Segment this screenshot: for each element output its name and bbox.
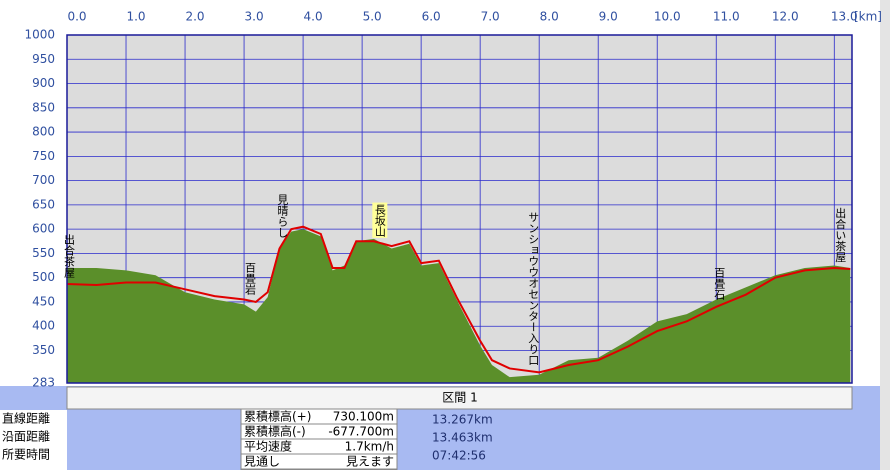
panel-label: 所要時間 bbox=[2, 448, 50, 462]
annotation: 百畳石 bbox=[713, 267, 726, 300]
table-key: 累積標高(+) bbox=[244, 409, 311, 424]
panel-label: 沿面距離 bbox=[2, 430, 50, 444]
scrollbar bbox=[880, 0, 890, 470]
y-tick-label: 850 bbox=[32, 100, 55, 114]
x-tick-label: 4.0 bbox=[304, 10, 323, 24]
x-tick-label: 1.0 bbox=[126, 10, 145, 24]
annotation-bg bbox=[372, 202, 388, 238]
x-tick-label: 13.0 bbox=[831, 10, 858, 24]
panel-header: 区間 1 bbox=[442, 391, 477, 405]
x-tick-label: 10.0 bbox=[654, 10, 681, 24]
x-tick-label: 3.0 bbox=[245, 10, 264, 24]
table-value: 1.7km/h bbox=[345, 440, 394, 454]
table-value: -677.700m bbox=[328, 425, 394, 439]
y-tick-label: 550 bbox=[32, 246, 55, 260]
track-line bbox=[66, 225, 851, 374]
x-tick-label: 5.0 bbox=[363, 10, 382, 24]
x-unit: [km] bbox=[854, 10, 882, 24]
annotation: 長坂山 bbox=[373, 204, 386, 237]
plot-border bbox=[66, 34, 853, 384]
panel-value: 13.463km bbox=[432, 431, 493, 445]
panel-label: 直線距離 bbox=[2, 411, 50, 426]
annotation: サンショウウオセンター入り口 bbox=[527, 211, 540, 365]
table-value: 730.100m bbox=[333, 410, 394, 424]
y-tick-label: 900 bbox=[32, 76, 55, 90]
table-key: 平均速度 bbox=[244, 439, 292, 454]
annotation: 百畳岩 bbox=[243, 262, 256, 296]
panel-header-bg bbox=[66, 386, 853, 410]
panel-value: 07:42:56 bbox=[432, 449, 486, 463]
x-tick-label: 9.0 bbox=[599, 10, 618, 24]
panel-value: 13.267km bbox=[432, 413, 493, 427]
table-value: 見えます bbox=[346, 455, 394, 469]
table-key: 累積標高(-) bbox=[244, 424, 306, 439]
annotation: 出合い茶屋 bbox=[834, 206, 847, 263]
y-tick-label: 650 bbox=[32, 197, 55, 211]
y-tick-label: 350 bbox=[32, 343, 55, 357]
x-tick-label: 12.0 bbox=[772, 10, 799, 24]
y-tick-label: 500 bbox=[32, 270, 55, 284]
y-tick-label: 800 bbox=[32, 125, 55, 139]
x-tick-label: 0.0 bbox=[67, 10, 86, 24]
terrain-area bbox=[67, 229, 851, 383]
y-tick-label: 950 bbox=[32, 52, 55, 66]
x-tick-label: 11.0 bbox=[713, 10, 740, 24]
annotation: 見晴らし bbox=[276, 193, 289, 237]
y-tick-label: 450 bbox=[32, 294, 55, 308]
x-tick-label: 6.0 bbox=[422, 10, 441, 24]
x-tick-label: 2.0 bbox=[185, 10, 204, 24]
table-key: 見通し bbox=[244, 455, 280, 469]
y-tick-label: 1000 bbox=[24, 28, 55, 42]
x-tick-label: 7.0 bbox=[481, 10, 500, 24]
left-label-bg bbox=[0, 410, 67, 470]
y-tick-label: 750 bbox=[32, 149, 55, 163]
y-tick-label: 700 bbox=[32, 173, 55, 187]
annotation: 出合茶屋 bbox=[63, 233, 76, 279]
x-tick-label: 8.0 bbox=[540, 10, 559, 24]
y-tick-label: 400 bbox=[32, 319, 55, 333]
y-tick-label: 283 bbox=[32, 376, 55, 390]
y-tick-label: 600 bbox=[32, 222, 55, 236]
